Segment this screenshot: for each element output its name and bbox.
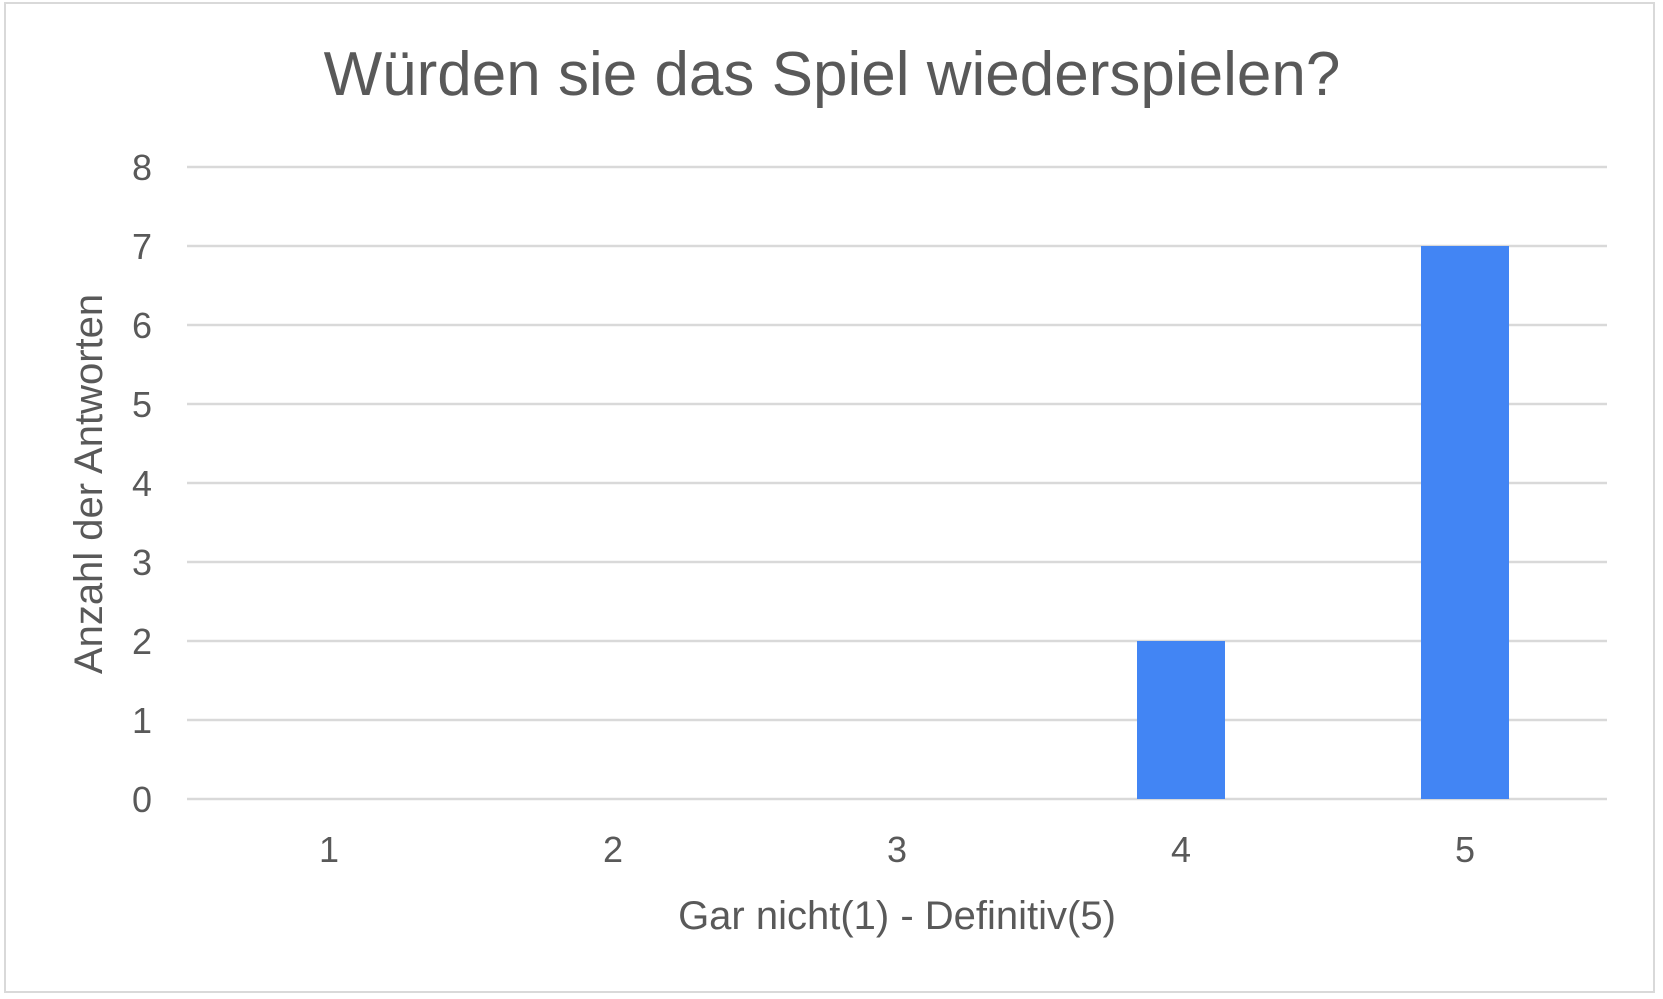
y-tick-label: 5 xyxy=(132,384,152,425)
x-tick-label: 2 xyxy=(603,829,623,870)
bar-4 xyxy=(1137,641,1225,799)
y-tick-label: 4 xyxy=(132,463,152,504)
x-tick-label: 5 xyxy=(1455,829,1475,870)
bar-5 xyxy=(1421,246,1509,799)
x-axis-ticks: 1 2 3 4 5 xyxy=(319,829,1475,870)
x-tick-label: 1 xyxy=(319,829,339,870)
chart-title: Würden sie das Spiel wiederspielen? xyxy=(324,40,1341,109)
y-tick-label: 3 xyxy=(132,542,152,583)
x-tick-label: 3 xyxy=(887,829,907,870)
y-tick-label: 6 xyxy=(132,305,152,346)
y-tick-label: 1 xyxy=(132,700,152,741)
bars xyxy=(1137,246,1509,799)
gridlines xyxy=(187,165,1607,801)
y-tick-label: 2 xyxy=(132,621,152,662)
x-axis-title: Gar nicht(1) - Definitiv(5) xyxy=(678,894,1116,938)
y-axis-title: Anzahl der Antworten xyxy=(67,294,111,674)
y-tick-label: 0 xyxy=(132,779,152,820)
y-axis-ticks: 0 1 2 3 4 5 6 7 8 xyxy=(132,147,152,820)
y-tick-label: 8 xyxy=(132,147,152,188)
x-tick-label: 4 xyxy=(1171,829,1191,870)
y-tick-label: 7 xyxy=(132,226,152,267)
